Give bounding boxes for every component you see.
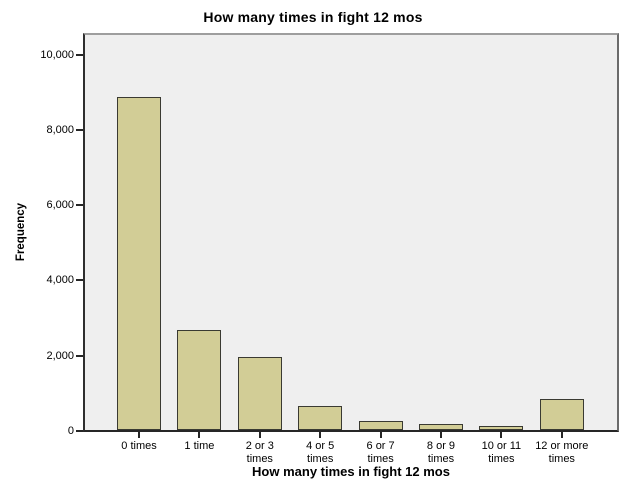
y-axis-title: Frequency — [15, 202, 27, 262]
x-axis-tick — [560, 432, 563, 438]
x-axis-tick-label: 10 or 11 times — [481, 440, 522, 465]
x-axis-tick — [500, 432, 503, 438]
x-axis-tick-label: 1 time — [184, 440, 215, 452]
y-axis-tick-label: 6,000 — [46, 199, 74, 212]
x-axis-tick-label: 8 or 9 times — [426, 440, 456, 465]
x-axis-tick — [379, 432, 382, 438]
y-axis-tick — [76, 354, 83, 357]
chart-title: How many times in fight 12 mos — [203, 9, 423, 25]
x-axis-tick — [258, 432, 261, 438]
x-axis-tick-label: 2 or 3 times — [245, 440, 274, 465]
x-axis-tick — [198, 432, 201, 438]
y-axis-tick-label: 10,000 — [40, 48, 74, 61]
y-axis-tick — [76, 128, 83, 131]
x-axis-tick — [319, 432, 322, 438]
x-axis-tick-label: 0 times — [121, 440, 157, 452]
x-axis-tick-label: 6 or 7 times — [366, 440, 395, 465]
y-axis-tick — [76, 430, 83, 432]
y-axis-tick-label: 2,000 — [46, 349, 74, 362]
y-axis-tick-label: 0 — [67, 425, 74, 437]
x-axis-tick-label: 12 or more times — [535, 440, 589, 465]
y-axis-tick — [76, 204, 83, 207]
x-axis-title: How many times in fight 12 mos — [252, 464, 450, 479]
x-axis-tick — [440, 432, 442, 438]
y-axis-tick — [76, 53, 83, 56]
plot-area — [83, 33, 619, 432]
x-axis-tick-label: 4 or 5 times — [306, 440, 335, 465]
y-axis-tick-label: 4,000 — [46, 274, 74, 287]
x-axis-tick — [138, 432, 140, 438]
y-axis-tick-label: 8,000 — [46, 123, 74, 136]
y-axis-tick — [76, 279, 83, 282]
